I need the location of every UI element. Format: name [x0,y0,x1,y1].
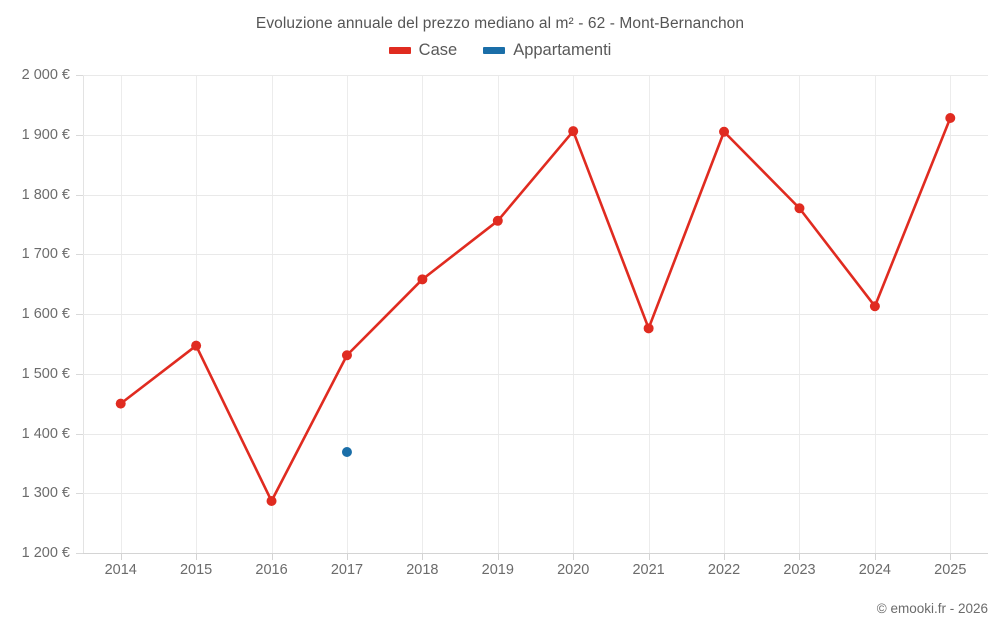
x-axis-tick-mark [422,553,424,560]
x-axis-tick-mark [874,553,876,560]
data-point-marker[interactable] [568,126,579,137]
x-axis-tick-mark [573,553,575,560]
data-point-marker[interactable] [341,447,352,458]
gridline-horizontal [83,75,988,76]
gridline-horizontal [83,493,988,495]
legend-label-appartamenti: Appartamenti [513,41,612,59]
y-axis-tick-label: 1 400 € [21,425,70,442]
chart-legend: Case Appartamenti [0,41,1000,60]
x-axis-tick-label: 2022 [707,562,741,578]
x-axis-tick-mark [497,553,499,560]
y-axis-tick-mark [76,75,83,76]
y-axis-tick-mark [76,373,83,375]
x-axis-tick-label: 2021 [632,562,665,578]
data-point-marker[interactable] [794,203,805,214]
y-axis-tick-mark [76,314,83,315]
y-axis-tick-label: 1 200 € [21,545,70,561]
y-axis-tick-label: 1 600 € [21,306,70,322]
x-axis-tick-label: 2023 [783,562,816,578]
data-point-marker[interactable] [341,350,352,361]
y-axis-tick-mark [76,194,83,196]
x-axis-tick-mark [724,553,726,560]
x-axis-tick-mark [346,553,348,560]
x-axis-tick-mark [271,553,273,560]
x-axis-tick-label: 2019 [481,562,514,578]
x-axis-line [83,553,988,554]
footer-credit: © emooki.fr - 2026 [876,601,988,616]
x-axis-tick-label: 2015 [179,562,213,578]
gridline-horizontal [83,134,988,136]
data-point-marker[interactable] [191,340,202,351]
y-axis-tick-label: 1 500 € [21,365,70,382]
gridline-horizontal [83,194,988,196]
legend-item-appartamenti[interactable]: Appartamenti [483,41,611,60]
x-axis-tick-mark [950,553,952,560]
data-point-marker[interactable] [719,126,730,137]
legend-label-case: Case [418,41,458,59]
legend-swatch-appartamenti [483,47,506,54]
y-axis-tick-label: 1 800 € [21,186,70,203]
y-axis-tick-label: 2 000 € [21,67,70,83]
x-axis-tick-mark [648,553,650,560]
y-axis-tick-mark [76,553,83,554]
x-axis-tick-label: 2016 [255,562,288,578]
y-axis-tick-label: 1 700 € [21,246,70,263]
series-layer [115,113,956,507]
x-axis-tick-label: 2014 [104,562,137,578]
x-axis-tick-label: 2017 [330,562,364,578]
x-axis-tick-label: 2018 [406,562,439,578]
x-axis-tick-mark [120,553,122,560]
page-title: Evoluzione annuale del prezzo mediano al… [255,15,745,32]
data-point-marker[interactable] [266,496,277,507]
x-axis-tick-label: 2024 [858,562,892,578]
gridline-horizontal [83,314,988,315]
data-point-marker[interactable] [945,113,956,124]
x-axis-tick-mark [196,553,198,560]
y-axis-tick-label: 1 300 € [21,485,70,502]
y-axis-tick-mark [76,433,83,435]
y-axis-labels: 1 200 € 1 300 € 1 400 € 1 500 € 1 600 € 1 700… [0,0,70,625]
gridline-horizontal [83,254,988,256]
series-line-case [119,116,952,503]
x-axis-tick-label: 2025 [934,562,967,578]
y-axis-tick-mark [76,134,83,136]
y-axis-tick-label: 1 900 € [21,126,70,143]
x-axis-tick-label: 2020 [557,562,590,578]
plot-area [83,75,988,554]
data-point-marker[interactable] [417,274,428,285]
data-point-marker[interactable] [643,323,654,334]
legend-swatch-case [388,47,411,54]
gridline-horizontal [83,373,988,375]
gridline-horizontal [83,433,988,435]
y-axis-tick-mark [76,493,83,495]
x-axis-tick-mark [799,553,801,560]
data-point-marker[interactable] [115,398,126,409]
legend-item-case[interactable]: Case [388,41,458,60]
y-axis-tick-mark [76,254,83,256]
data-point-marker[interactable] [869,301,880,312]
data-point-marker[interactable] [492,215,503,226]
